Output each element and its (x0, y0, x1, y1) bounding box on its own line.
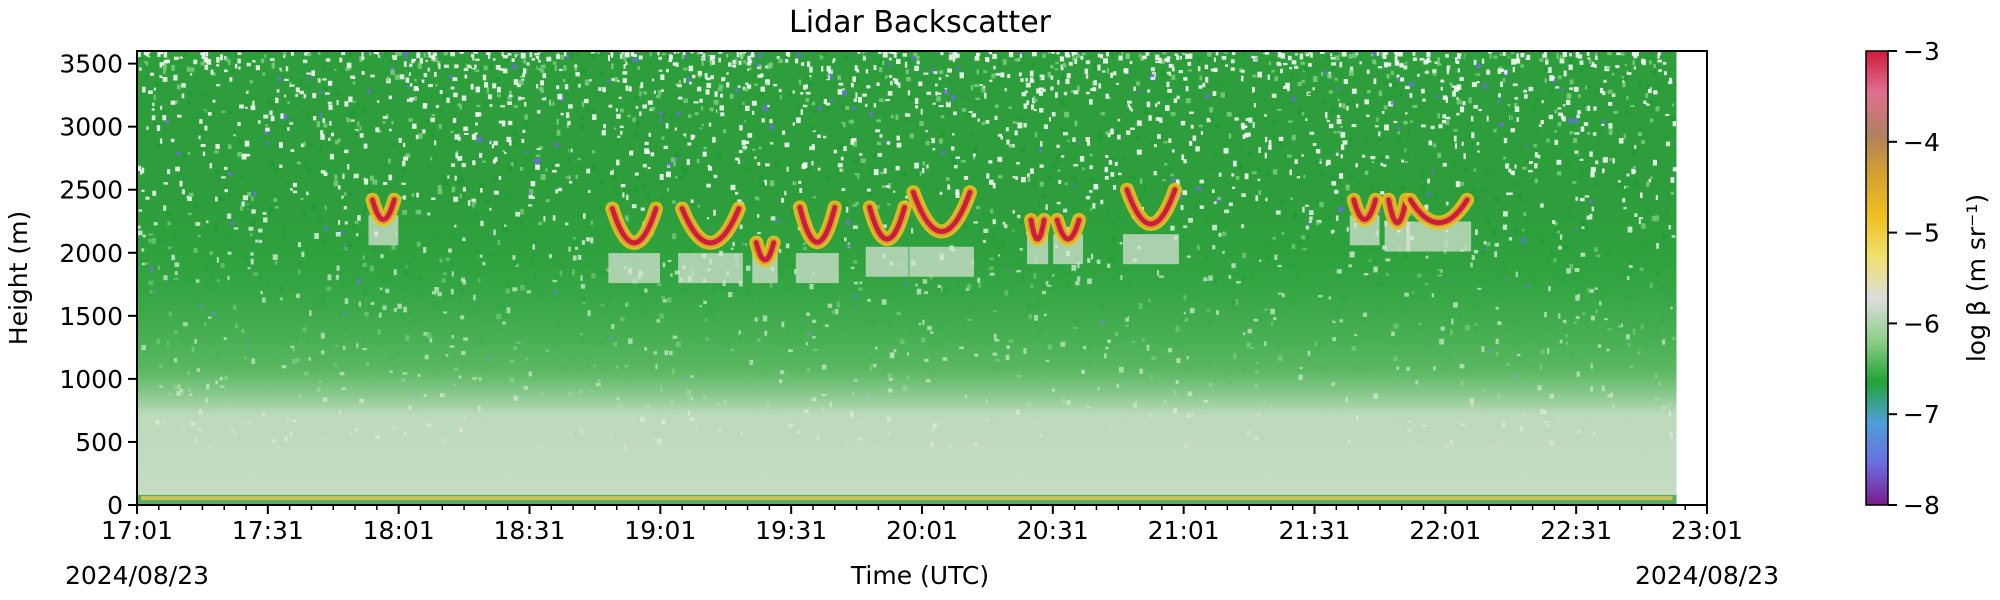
x-tick-label: 22:01 (1409, 516, 1481, 545)
colorbar-tick-label: −4 (1903, 128, 1940, 157)
x-tick-label: 17:31 (232, 516, 304, 545)
cloud-layer-2 (605, 201, 663, 284)
cloud-layer-10 (1119, 182, 1182, 265)
cloud-layer-3 (675, 201, 746, 284)
x-tick-label: 23:01 (1671, 516, 1743, 545)
x-tick-label: 21:31 (1278, 516, 1350, 545)
cloud-layer-5 (792, 200, 842, 284)
y-axis: 0 500 1000 1500 2000 2500 3000 3500 (59, 50, 137, 520)
colorbar-tick-label: −6 (1903, 309, 1940, 338)
y-tick-label: 2000 (59, 239, 123, 268)
x-tick-label: 17:01 (101, 516, 173, 545)
y-tick-label: 1000 (59, 365, 123, 394)
x-tick-label: 20:01 (886, 516, 958, 545)
cloud-layer-9 (1050, 212, 1086, 265)
colorbar-label: log β (m sr⁻¹) (1962, 194, 1991, 362)
x-axis-title: Time (UTC) (850, 561, 989, 590)
x-tick-label: 20:31 (1017, 516, 1089, 545)
x-tick-label: 18:31 (493, 516, 565, 545)
cloud-layer-7 (906, 185, 977, 277)
y-tick-label: 500 (75, 428, 123, 457)
colorbar-tick-label: −7 (1903, 400, 1940, 429)
y-tick-label: 0 (107, 491, 123, 520)
cloud-layer-12 (1381, 192, 1414, 252)
x-tick-label: 21:01 (1148, 516, 1220, 545)
y-axis-title: Height (m) (4, 211, 33, 345)
colorbar-tick-label: −3 (1903, 37, 1940, 66)
colorbar-gradient (1865, 50, 1889, 506)
heatmap-plot-area (137, 51, 1678, 505)
surface-overlap-band (141, 496, 1673, 501)
chart-title: Lidar Backscatter (789, 5, 1052, 40)
colorbar: −3 −4 −5 −6 −7 −8 log β (m sr⁻¹) (1865, 37, 1991, 520)
y-tick-label: 1500 (59, 302, 123, 331)
boundary-layer-haze (137, 51, 1677, 505)
cloud-layer-4 (749, 235, 781, 284)
y-tick-label: 3500 (59, 50, 123, 79)
x-tick-label: 19:01 (624, 516, 696, 545)
y-tick-label: 2500 (59, 176, 123, 205)
y-tick-label: 3000 (59, 113, 123, 142)
x-tick-label: 18:01 (363, 516, 435, 545)
cloud-layer-13 (1403, 192, 1475, 252)
colorbar-tick-label: −5 (1903, 219, 1940, 248)
cloud-layer-11 (1346, 192, 1383, 246)
cloud-layer-8 (1024, 212, 1052, 265)
x-axis: 17:01 17:31 18:01 18:31 19:01 19:31 20:01 20:31… (101, 505, 1743, 545)
x-tick-label: 22:31 (1540, 516, 1612, 545)
x-tick-label: 19:31 (755, 516, 827, 545)
date-end-label: 2024/08/23 (1635, 561, 1779, 590)
cloud-layer-1 (365, 192, 402, 246)
date-start-label: 2024/08/23 (65, 561, 209, 590)
cloud-layer-6 (862, 200, 912, 277)
colorbar-tick-label: −8 (1903, 491, 1940, 520)
